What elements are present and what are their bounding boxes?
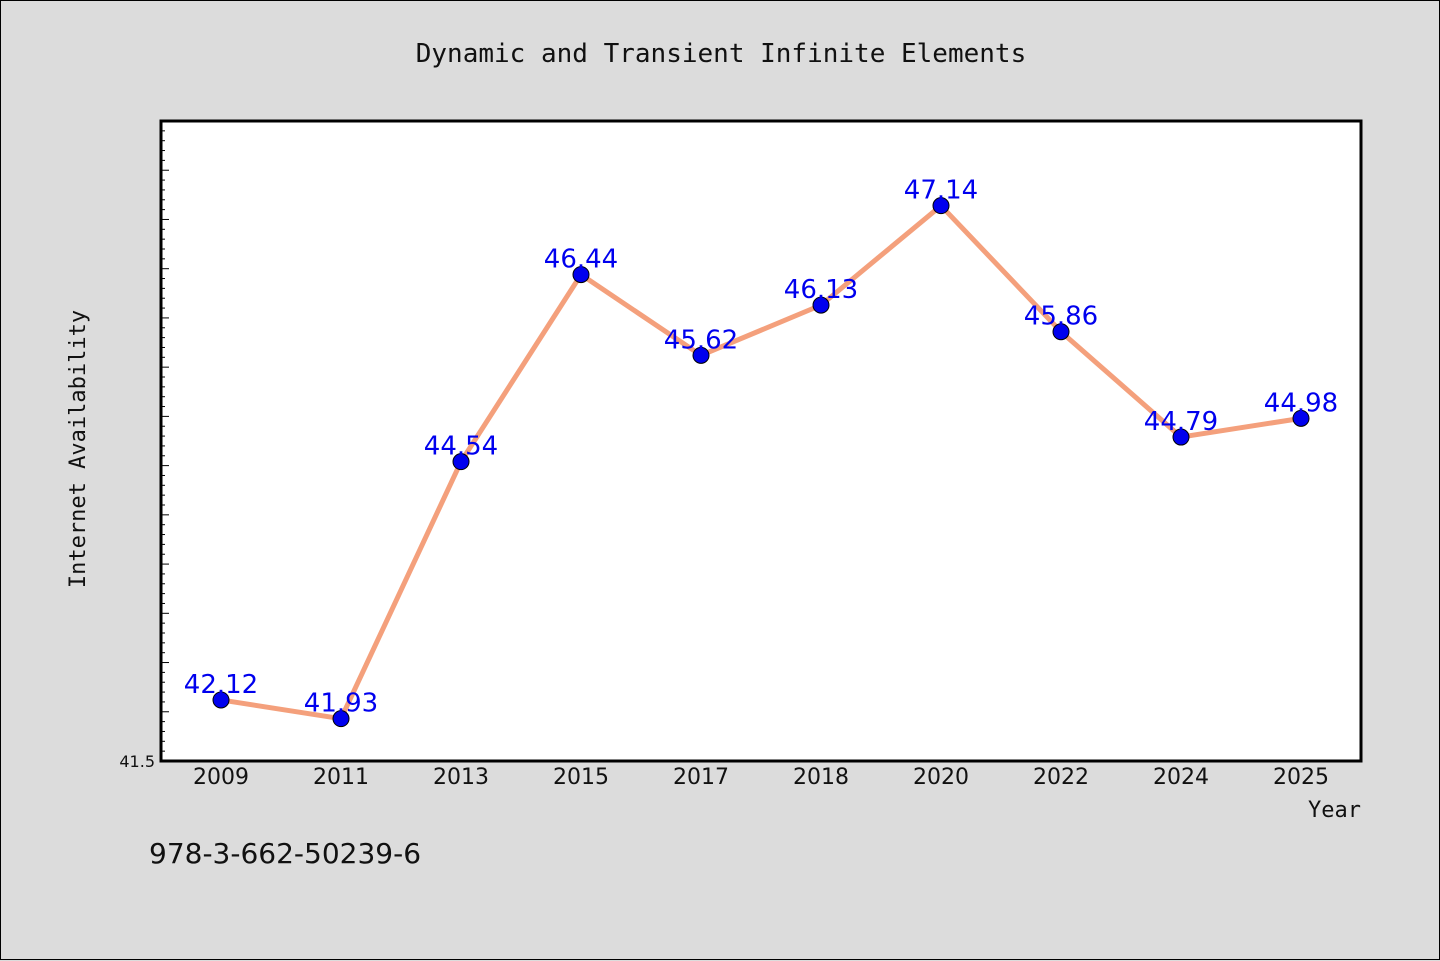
chart-title: Dynamic and Transient Infinite Elements — [416, 39, 1026, 69]
y-axis-ticks — [161, 120, 169, 762]
data-point — [932, 197, 950, 215]
data-label: 46.13 — [784, 275, 858, 305]
data-label: 44.79 — [1144, 407, 1218, 437]
y-axis-label: Internet Availability — [66, 310, 91, 588]
data-point — [1292, 409, 1310, 427]
data-label: 45.86 — [1024, 302, 1098, 332]
y-tick-label: 41.5 — [119, 752, 155, 771]
x-axis-labels: 2009 2011 2013 2015 2017 2018 2020 2022 2024 2025 — [193, 765, 1329, 790]
x-axis-label: Year — [1308, 798, 1361, 823]
x-tick-label: 2013 — [433, 765, 489, 790]
x-tick-label: 2024 — [1153, 765, 1209, 790]
x-tick-label: 2018 — [793, 765, 849, 790]
x-tick-label: 2009 — [193, 765, 249, 790]
data-label: 41.93 — [304, 689, 378, 719]
data-point — [572, 266, 590, 284]
data-point — [332, 710, 350, 728]
x-tick-label: 2011 — [313, 765, 369, 790]
x-tick-label: 2022 — [1033, 765, 1089, 790]
data-labels: 42.12 41.93 44.54 46.44 45.62 46.13 47.14 45.86… — [184, 176, 1338, 719]
x-tick-label: 2020 — [913, 765, 969, 790]
x-tick-label: 2015 — [553, 765, 609, 790]
footnote-isbn: 978-3-662-50239-6 — [149, 837, 421, 870]
x-tick-label: 2025 — [1273, 765, 1329, 790]
data-point — [1172, 428, 1190, 446]
data-point — [212, 691, 230, 709]
data-label: 42.12 — [184, 670, 258, 700]
data-point — [812, 296, 830, 314]
plot-area — [159, 119, 1363, 763]
series-line — [218, 203, 1304, 722]
data-label: 47.14 — [904, 176, 978, 206]
data-point — [452, 453, 470, 471]
data-point — [692, 346, 710, 364]
x-tick-label: 2017 — [673, 765, 729, 790]
data-label: 46.44 — [544, 245, 618, 275]
data-point — [1052, 323, 1070, 341]
data-label: 44.54 — [424, 432, 498, 462]
data-label: 44.98 — [1264, 388, 1338, 418]
data-label: 45.62 — [664, 325, 738, 355]
series-markers — [212, 197, 1310, 728]
